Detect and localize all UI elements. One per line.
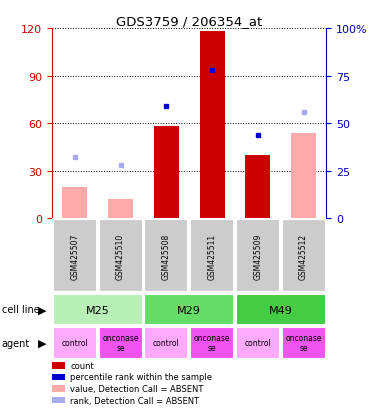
Title: GDS3759 / 206354_at: GDS3759 / 206354_at <box>116 15 262 28</box>
Text: M49: M49 <box>269 305 293 315</box>
Bar <box>245 156 270 219</box>
Text: onconase
se: onconase se <box>194 333 230 352</box>
Bar <box>99 220 142 292</box>
Text: agent: agent <box>2 338 30 348</box>
Bar <box>154 127 179 219</box>
Bar <box>53 294 142 325</box>
Bar <box>144 220 188 292</box>
Bar <box>62 187 88 219</box>
Bar <box>236 294 326 325</box>
Text: GSM425510: GSM425510 <box>116 233 125 279</box>
Bar <box>200 32 225 219</box>
Text: value, Detection Call = ABSENT: value, Detection Call = ABSENT <box>70 384 204 393</box>
Bar <box>236 220 280 292</box>
Bar <box>282 220 326 292</box>
Text: GSM425508: GSM425508 <box>162 233 171 279</box>
Bar <box>53 327 97 358</box>
Bar <box>144 327 188 358</box>
Text: M25: M25 <box>86 305 109 315</box>
Bar <box>291 133 316 219</box>
Bar <box>99 327 142 358</box>
Bar <box>190 220 234 292</box>
Text: GSM425507: GSM425507 <box>70 233 79 279</box>
Text: ▶: ▶ <box>39 338 47 348</box>
Bar <box>144 294 234 325</box>
Bar <box>282 327 326 358</box>
Text: control: control <box>244 338 271 347</box>
Bar <box>108 200 133 219</box>
Bar <box>190 327 234 358</box>
Text: count: count <box>70 361 94 370</box>
Bar <box>53 220 97 292</box>
Text: ▶: ▶ <box>39 305 47 315</box>
Bar <box>236 327 280 358</box>
Text: onconase
se: onconase se <box>285 333 322 352</box>
Text: cell line: cell line <box>2 305 40 315</box>
Text: percentile rank within the sample: percentile rank within the sample <box>70 373 213 382</box>
Text: rank, Detection Call = ABSENT: rank, Detection Call = ABSENT <box>70 396 200 405</box>
Text: GSM425509: GSM425509 <box>253 233 262 279</box>
Text: GSM425512: GSM425512 <box>299 233 308 279</box>
Text: onconase
se: onconase se <box>102 333 139 352</box>
Text: control: control <box>153 338 180 347</box>
Text: GSM425511: GSM425511 <box>208 233 217 279</box>
Text: M29: M29 <box>177 305 201 315</box>
Text: control: control <box>62 338 88 347</box>
